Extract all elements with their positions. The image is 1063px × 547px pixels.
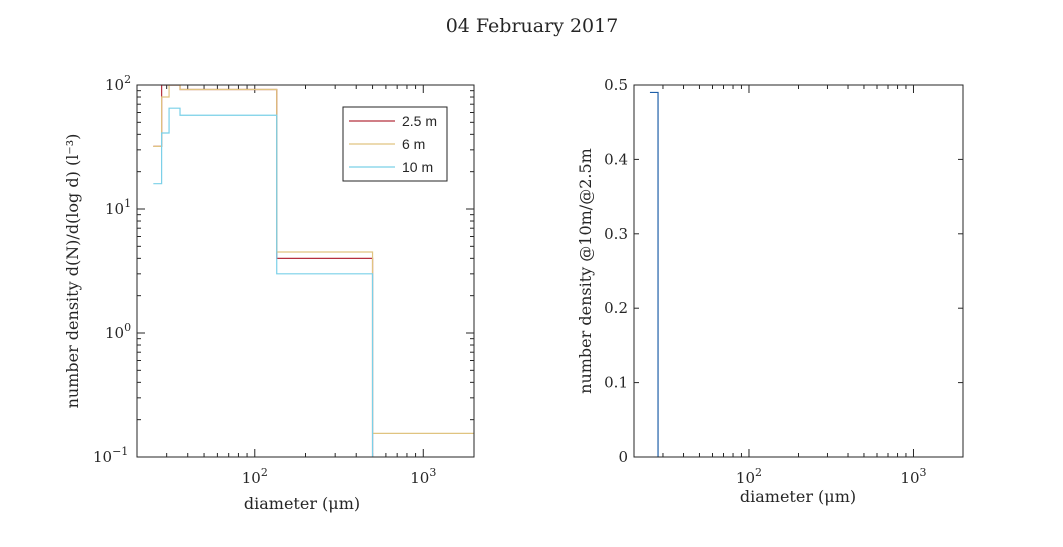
y-tick-label: 0.4 xyxy=(604,150,628,168)
figure-title: 04 February 2017 xyxy=(446,15,619,37)
y-tick-label: 0.5 xyxy=(604,76,628,94)
left-chart-y-axis-label: number density d(N)/d(log d) (l⁻³) xyxy=(63,134,82,409)
legend-entry: 6 m xyxy=(349,136,425,152)
legend-entry: 10 m xyxy=(349,159,433,175)
legend: 2.5 m 6 m 10 m xyxy=(342,106,448,182)
left-chart-axes-box xyxy=(136,84,475,458)
right-chart-axes-box xyxy=(633,84,964,458)
right-chart-series xyxy=(649,91,659,457)
y-tick-label: 0.2 xyxy=(604,299,628,317)
legend-label: 2.5 m xyxy=(402,113,437,129)
legend-entry: 2.5 m xyxy=(349,113,437,129)
right-chart-y-axis-label: number density @10m/@2.5m xyxy=(576,148,595,394)
series-line xyxy=(153,107,374,457)
left-chart-x-axis-label: diameter (μm) xyxy=(244,494,360,513)
legend-label: 6 m xyxy=(402,136,425,152)
y-tick-label: 0.1 xyxy=(604,374,628,392)
right-chart-x-axis-label: diameter (μm) xyxy=(740,487,856,506)
series-line xyxy=(649,91,659,457)
y-tick-label: 0.3 xyxy=(604,225,628,243)
right-chart-ticks xyxy=(633,84,964,458)
y-tick-label: 0 xyxy=(618,448,628,466)
left-chart-series xyxy=(153,85,474,457)
legend-label: 10 m xyxy=(402,159,433,175)
